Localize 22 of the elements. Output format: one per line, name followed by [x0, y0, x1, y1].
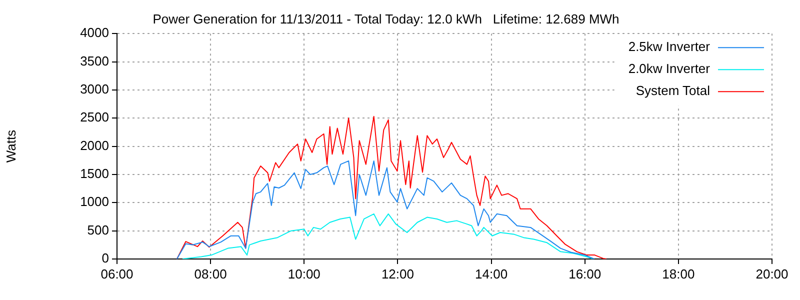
y-tick-label: 2500: [80, 110, 109, 125]
y-tick-label: 1000: [80, 194, 109, 210]
x-tick-label: 16:00: [568, 266, 602, 282]
y-tick-label: 500: [87, 222, 109, 238]
x-tick-label: 10:00: [288, 266, 320, 282]
y-tick-label: 4000: [80, 25, 109, 40]
chart-title: Power Generation for 11/13/2011 - Total Today: 12.0 kWh Lifetime: 12.689 MWh: [152, 11, 620, 26]
legend-label: System Total: [636, 83, 710, 98]
y-tick-label: 2000: [80, 138, 109, 153]
y-tick-label: 0: [102, 250, 109, 266]
y-tick-label: 3500: [80, 53, 109, 68]
y-tick-label: 3000: [80, 82, 109, 97]
x-tick-label: 08:00: [194, 266, 227, 282]
y-axis-title: Watts: [3, 129, 18, 163]
x-tick-label: 14:00: [475, 266, 508, 282]
y-tick-label: 1500: [80, 166, 109, 182]
x-tick-label: 20:00: [756, 266, 788, 282]
legend-label: 2.5kw Inverter: [628, 39, 711, 54]
x-tick-label: 18:00: [662, 266, 695, 282]
x-tick-label: 06:00: [100, 266, 134, 282]
legend-label: 2.0kw Inverter: [628, 61, 711, 76]
x-tick-label: 12:00: [381, 266, 414, 282]
